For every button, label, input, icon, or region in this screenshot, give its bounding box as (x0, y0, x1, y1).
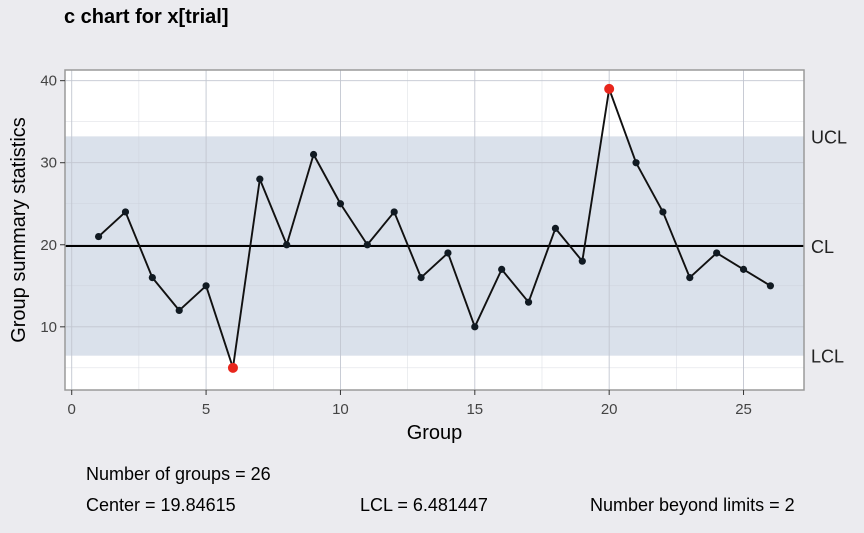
x-tick-label: 20 (601, 401, 618, 418)
data-point (148, 273, 156, 282)
stat-center: Center = 19.84615 (86, 495, 236, 515)
data-point-beyond-limits (604, 83, 615, 94)
x-tick-label: 0 (68, 401, 76, 418)
data-point (444, 249, 452, 257)
x-tick-label: 15 (466, 401, 483, 418)
x-tick-label: 25 (735, 401, 752, 418)
data-point (713, 249, 721, 257)
y-axis-title: Group summary statistics (8, 117, 30, 343)
cl-label: CL (811, 237, 834, 257)
data-point (363, 241, 371, 249)
data-point (283, 241, 291, 249)
lcl-label: LCL (811, 347, 844, 367)
chart-title: c chart for x[trial] (64, 6, 229, 28)
y-tick-label: 40 (40, 73, 57, 90)
x-axis-title: Group (407, 422, 463, 444)
data-point (336, 200, 345, 208)
data-point (551, 224, 560, 232)
data-point (309, 150, 318, 159)
data-point (524, 298, 533, 306)
data-point (175, 306, 183, 315)
data-point (121, 208, 130, 216)
data-point (202, 282, 210, 290)
series-line (97, 87, 771, 369)
data-point (659, 208, 667, 216)
stat-beyond-limits: Number beyond limits = 2 (590, 495, 795, 515)
x-tick-label: 10 (332, 401, 349, 418)
data-point (739, 265, 748, 273)
stat-lcl: LCL = 6.481447 (360, 495, 488, 515)
data-point (578, 257, 586, 265)
data-point (471, 323, 479, 331)
data-point (256, 175, 264, 183)
data-point (632, 159, 640, 167)
data-point (498, 265, 506, 273)
minor-gridlines (65, 70, 804, 390)
data-point (390, 208, 398, 216)
y-tick-label: 10 (40, 319, 57, 336)
major-gridlines (65, 70, 804, 390)
data-point (417, 273, 425, 282)
y-tick-label: 20 (40, 237, 57, 254)
data-point-beyond-limits (227, 362, 238, 373)
stat-number-of-groups: Number of groups = 26 (86, 464, 271, 484)
data-point (686, 273, 694, 282)
plot-border (64, 69, 805, 391)
y-tick-label: 30 (40, 155, 57, 172)
ucl-label: UCL (811, 127, 847, 147)
x-tick-label: 5 (202, 401, 210, 418)
data-point (766, 282, 775, 290)
data-point (94, 232, 103, 241)
